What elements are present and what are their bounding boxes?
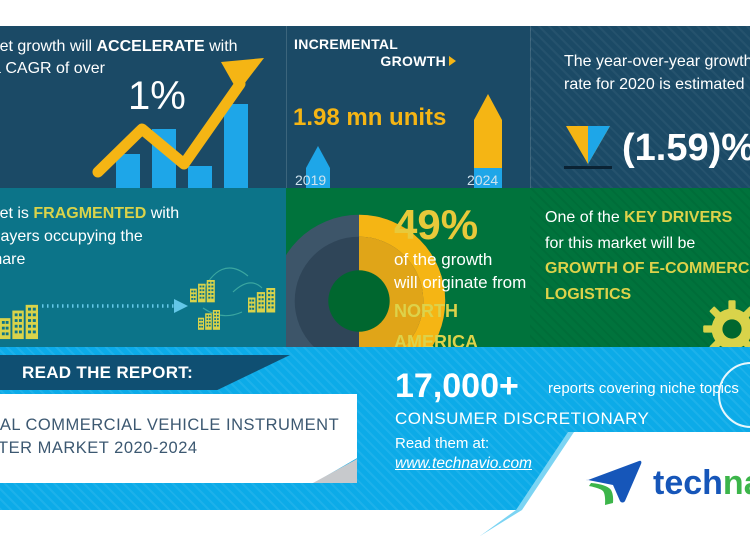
- svg-text:technavio: technavio: [653, 464, 750, 502]
